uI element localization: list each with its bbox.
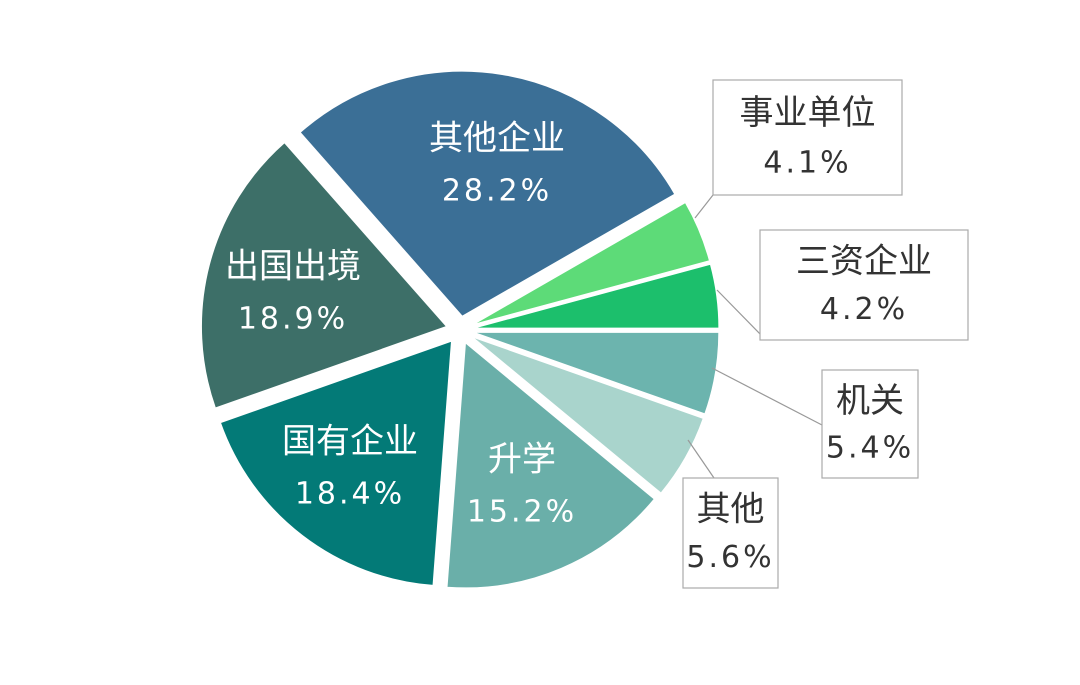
leader-line — [716, 289, 765, 339]
pie-slice — [446, 341, 655, 589]
callout-label: 机关 — [836, 381, 904, 421]
callout-box — [821, 369, 919, 479]
leader-line — [711, 367, 823, 426]
slice-value: 18.4% — [295, 477, 405, 512]
slice-label: 升学 — [488, 440, 556, 480]
callout-label: 其他 — [697, 490, 765, 530]
slice-label: 出国出境 — [225, 247, 361, 287]
slice-value: 18.9% — [238, 302, 348, 337]
pie-slice — [472, 201, 711, 326]
callout-value: 5.6% — [686, 540, 774, 575]
pie-slice — [471, 336, 704, 494]
callout-box — [712, 79, 903, 196]
slice-value: 15.2% — [467, 495, 577, 530]
slice-label: 其他企业 — [429, 119, 565, 159]
callout-box — [759, 229, 969, 341]
slice-label: 国有企业 — [282, 422, 418, 462]
callout-value: 4.1% — [763, 145, 851, 180]
callout-value: 4.2% — [820, 292, 908, 327]
slice-value: 28.2% — [442, 174, 552, 209]
pie-slice — [201, 141, 448, 409]
callout-box — [682, 477, 779, 589]
callout-label: 事业单位 — [740, 93, 876, 133]
callout-label: 三资企业 — [796, 242, 932, 282]
pie-slice — [219, 340, 453, 586]
pie-slice — [473, 263, 720, 329]
pie-slice — [473, 331, 720, 415]
pie-slice — [299, 70, 676, 317]
leader-line — [687, 439, 715, 479]
leader-line — [694, 194, 714, 219]
callout-value: 5.4% — [826, 430, 914, 465]
